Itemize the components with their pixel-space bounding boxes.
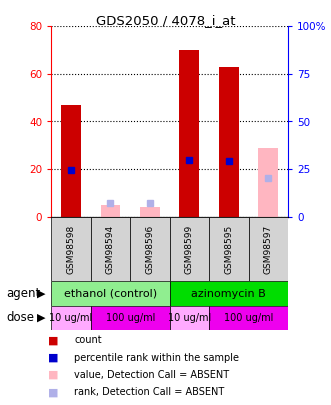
Text: count: count [74, 335, 102, 345]
Bar [169, 281, 288, 306]
Text: GDS2050 / 4078_i_at: GDS2050 / 4078_i_at [96, 14, 235, 27]
Bar [51, 306, 91, 330]
Text: percentile rank within the sample: percentile rank within the sample [74, 353, 239, 362]
Text: ■: ■ [48, 370, 58, 380]
Text: 10 ug/ml: 10 ug/ml [168, 313, 211, 323]
Text: ■: ■ [48, 388, 58, 397]
Text: ■: ■ [48, 335, 58, 345]
Bar [91, 306, 169, 330]
Bar [51, 281, 169, 306]
Bar [91, 217, 130, 281]
Text: GSM98598: GSM98598 [67, 224, 75, 274]
Text: GSM98594: GSM98594 [106, 224, 115, 274]
Text: azinomycin B: azinomycin B [191, 289, 266, 298]
Bar [209, 306, 288, 330]
Text: GSM98597: GSM98597 [264, 224, 273, 274]
Text: agent: agent [7, 287, 41, 300]
Text: GSM98596: GSM98596 [145, 224, 155, 274]
Text: ▶: ▶ [37, 313, 46, 323]
Bar [130, 217, 169, 281]
Text: 10 ug/ml: 10 ug/ml [49, 313, 93, 323]
Bar [209, 217, 249, 281]
Bar [140, 207, 160, 217]
Text: ▶: ▶ [37, 289, 46, 298]
Text: GSM98599: GSM98599 [185, 224, 194, 274]
Bar [51, 217, 91, 281]
Text: rank, Detection Call = ABSENT: rank, Detection Call = ABSENT [74, 388, 225, 397]
Bar [169, 217, 209, 281]
Bar [219, 67, 239, 217]
Bar [179, 50, 199, 217]
Bar [249, 217, 288, 281]
Bar [101, 205, 120, 217]
Bar [169, 306, 209, 330]
Text: value, Detection Call = ABSENT: value, Detection Call = ABSENT [74, 370, 230, 380]
Text: 100 ug/ml: 100 ug/ml [106, 313, 155, 323]
Bar [61, 105, 81, 217]
Text: GSM98595: GSM98595 [224, 224, 233, 274]
Text: dose: dose [7, 311, 35, 324]
Text: ■: ■ [48, 353, 58, 362]
Bar [259, 148, 278, 217]
Text: 100 ug/ml: 100 ug/ml [224, 313, 273, 323]
Text: ethanol (control): ethanol (control) [64, 289, 157, 298]
